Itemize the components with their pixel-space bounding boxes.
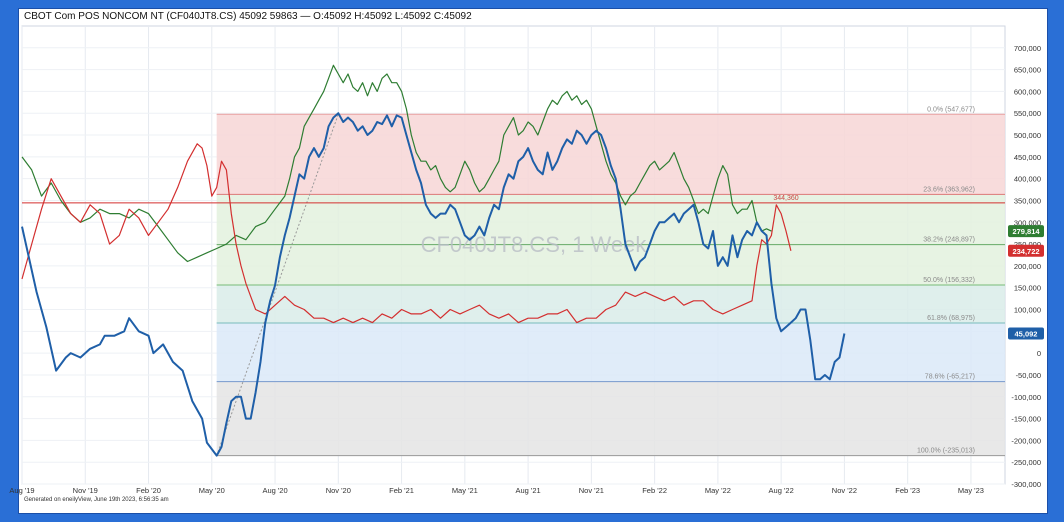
series-line <box>21 143 792 324</box>
x-tick-label: Feb '20 <box>136 486 161 495</box>
y-tick-label: 400,000 <box>1014 175 1041 184</box>
fib-band <box>216 323 1006 382</box>
last-value-badge: 279,814 <box>1008 225 1044 238</box>
svg-text:45,092: 45,092 <box>1015 329 1038 338</box>
y-tick-label: 550,000 <box>1014 109 1041 118</box>
fib-level-label: 23.6% (363,962) <box>923 186 975 193</box>
y-tick-label: 700,000 <box>1014 44 1041 53</box>
footer-note: Generated on eneilyView, June 19th 2023,… <box>24 497 169 503</box>
x-tick-label: Nov '21 <box>579 486 604 495</box>
series-line <box>21 112 846 457</box>
y-tick-label: 300,000 <box>1014 218 1041 227</box>
level-line-label: 344,360 <box>773 195 798 202</box>
x-tick-label: Nov '22 <box>832 486 857 495</box>
y-tick-label: -300,000 <box>1011 480 1041 489</box>
fib-level-label: 0.0% (547,677) <box>927 106 975 113</box>
y-tick-label: 200,000 <box>1014 262 1041 271</box>
chart-watermark: CF040JT8.CS, 1 Week <box>421 232 648 257</box>
fib-level-label: 38.2% (248,897) <box>923 237 975 244</box>
y-tick-label: -100,000 <box>1011 393 1041 402</box>
x-tick-label: May '23 <box>958 486 984 495</box>
y-tick-label: 450,000 <box>1014 153 1041 162</box>
y-tick-label: -250,000 <box>1011 458 1041 467</box>
x-tick-label: May '22 <box>705 486 731 495</box>
fib-level-label: 50.0% (156,332) <box>923 277 975 284</box>
x-tick-label: Aug '21 <box>515 486 540 495</box>
y-tick-label: 0 <box>1037 349 1041 358</box>
fib-band <box>216 284 1006 324</box>
y-tick-label: 350,000 <box>1014 196 1041 205</box>
fib-level-label: 78.6% (-65,217) <box>925 374 975 381</box>
x-tick-label: Aug '19 <box>9 486 34 495</box>
y-tick-label: -200,000 <box>1011 436 1041 445</box>
chart-title: CBOT Com POS NONCOM NT (CF040JT8.CS) 450… <box>24 11 472 22</box>
fib-band <box>216 244 1006 285</box>
x-tick-label: Aug '20 <box>262 486 287 495</box>
fib-band <box>216 381 1006 456</box>
fib-band <box>216 114 1006 195</box>
svg-text:279,814: 279,814 <box>1012 227 1040 236</box>
series-line <box>21 64 772 263</box>
x-tick-label: Feb '22 <box>642 486 667 495</box>
last-value-badge: 45,092 <box>1008 327 1044 340</box>
y-tick-label: 600,000 <box>1014 87 1041 96</box>
y-tick-label: 150,000 <box>1014 284 1041 293</box>
last-value-badge: 234,722 <box>1008 244 1044 257</box>
y-tick-label: -50,000 <box>1016 371 1041 380</box>
y-tick-label: -150,000 <box>1011 415 1041 424</box>
x-tick-label: Feb '23 <box>895 486 920 495</box>
y-tick-label: 100,000 <box>1014 306 1041 315</box>
x-tick-label: Nov '19 <box>73 486 98 495</box>
y-tick-label: 250,000 <box>1014 240 1041 249</box>
y-tick-label: 500,000 <box>1014 131 1041 140</box>
x-tick-label: Feb '21 <box>389 486 414 495</box>
x-tick-label: Nov '20 <box>326 486 351 495</box>
fib-level-label: 61.8% (68,975) <box>927 315 975 322</box>
svg-text:234,722: 234,722 <box>1012 247 1039 256</box>
fib-level-label: 100.0% (-235,013) <box>917 448 975 455</box>
x-tick-label: May '20 <box>199 486 225 495</box>
x-tick-label: May '21 <box>452 486 478 495</box>
fib-trend-line <box>216 114 339 456</box>
y-tick-label: 650,000 <box>1014 66 1041 75</box>
x-tick-label: Aug '22 <box>769 486 794 495</box>
